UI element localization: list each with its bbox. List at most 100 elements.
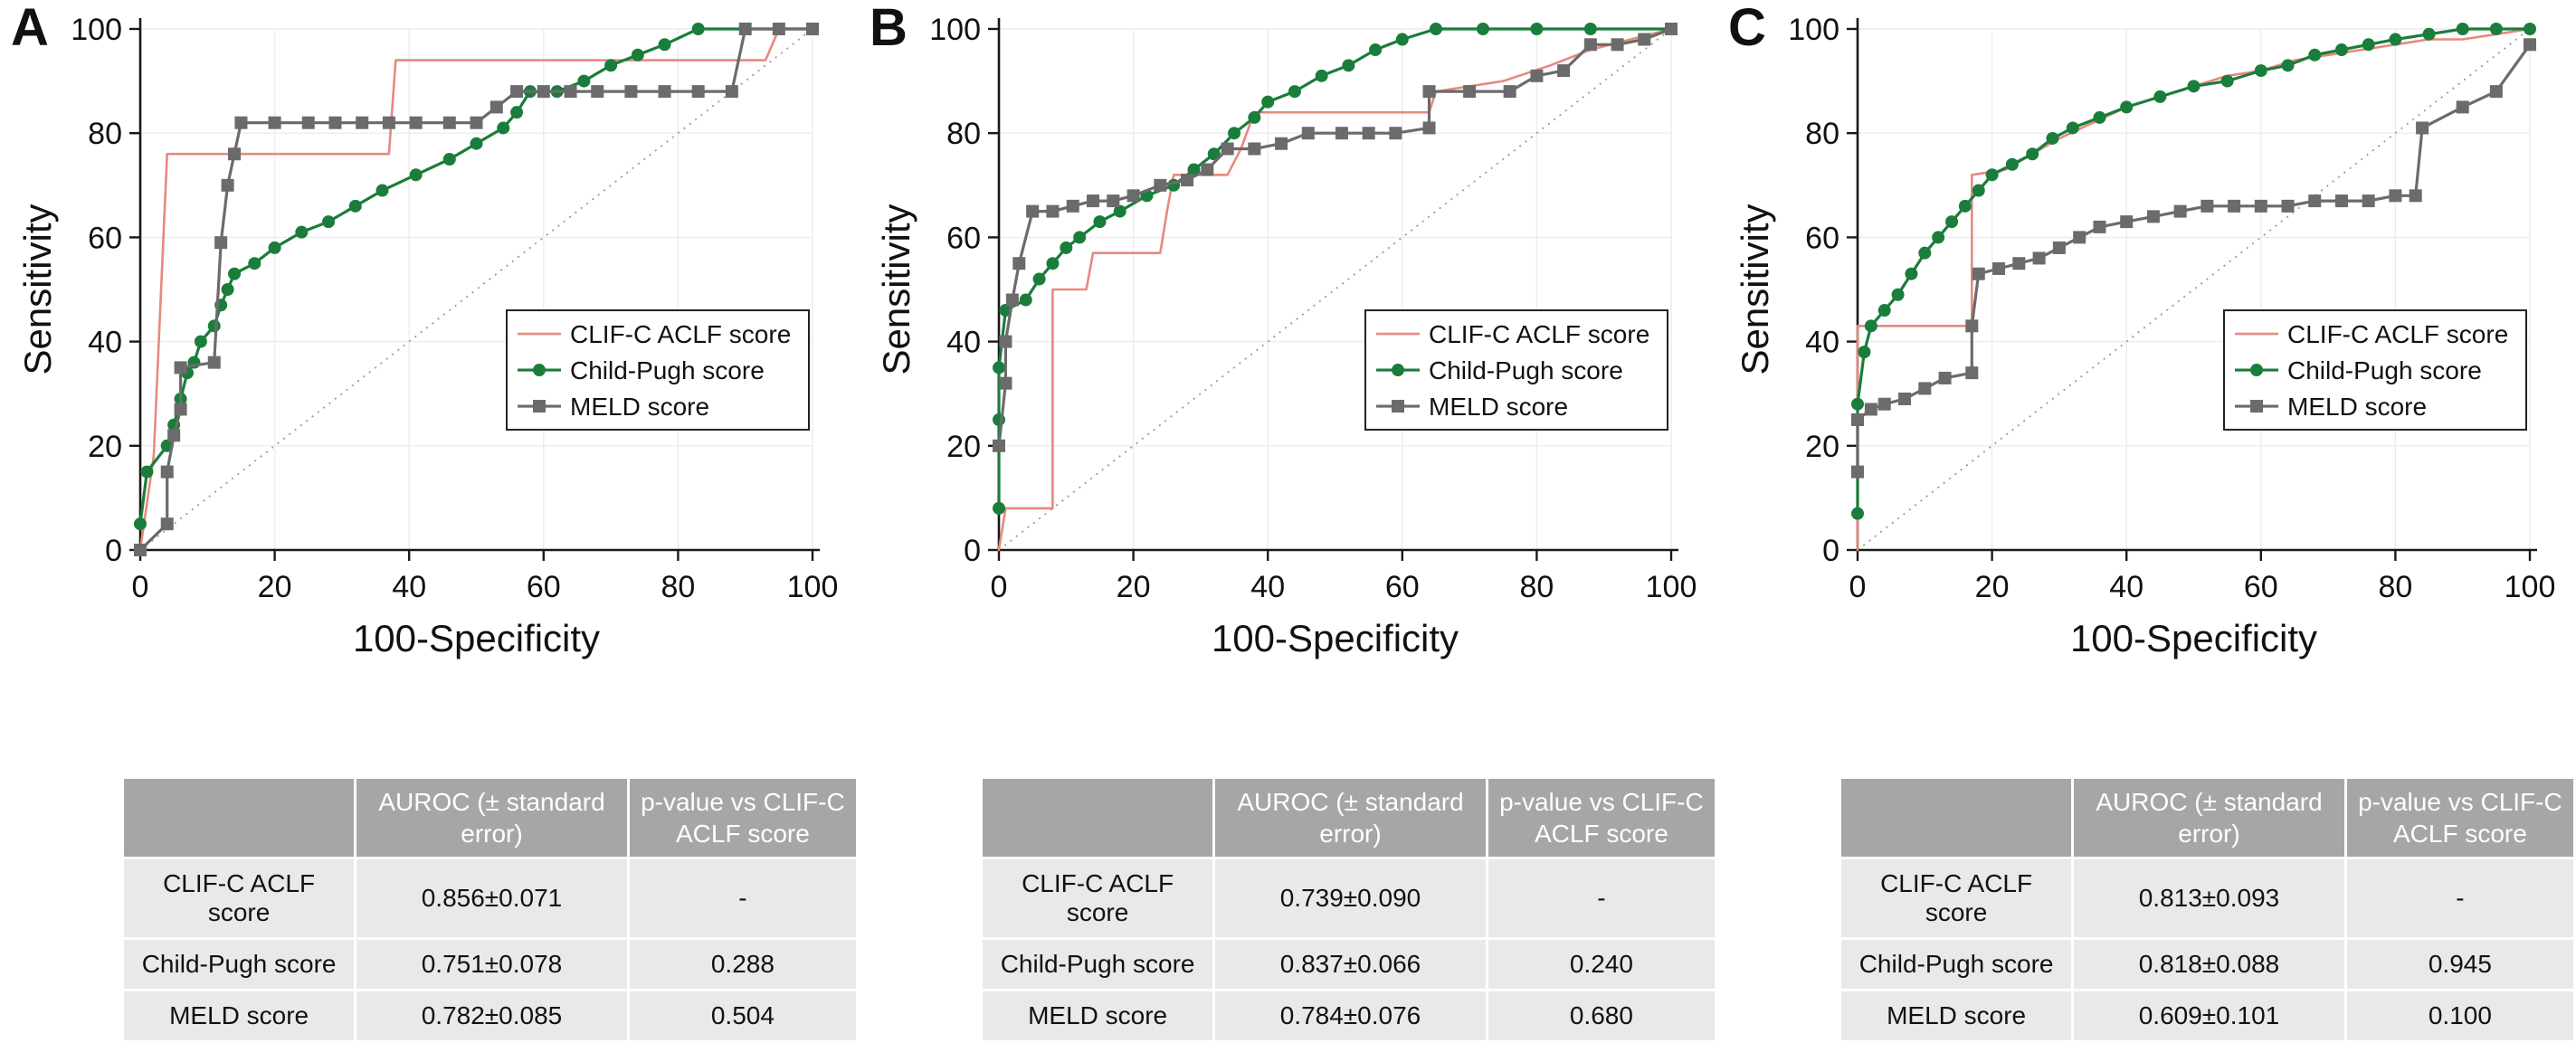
meld-score-marker xyxy=(1992,261,2006,275)
x-axis-label: 100-Specificity xyxy=(1212,617,1459,659)
child-pugh-score-marker xyxy=(221,283,234,296)
x-axis-label: 100-Specificity xyxy=(353,617,600,659)
child-pugh-score-marker xyxy=(1918,246,1932,260)
child-pugh-score-marker xyxy=(194,335,207,348)
child-pugh-score-marker xyxy=(1932,231,1945,244)
meld-score-marker xyxy=(1918,382,1932,395)
meld-score-marker xyxy=(1463,85,1477,99)
child-pugh-score-marker xyxy=(2334,43,2348,57)
y-tick-label: 0 xyxy=(105,534,122,568)
meld-score-marker xyxy=(1851,413,1864,426)
row-label-cell: Child-Pugh score xyxy=(983,940,1213,989)
meld-score-marker xyxy=(2281,199,2295,213)
x-tick-label: 100 xyxy=(2505,570,2554,604)
x-tick-label: 20 xyxy=(1117,570,1151,604)
x-tick-label: 80 xyxy=(661,570,695,604)
child-pugh-score-marker xyxy=(2153,90,2167,103)
y-axis-label: Sensitivity xyxy=(1735,204,1776,375)
child-pugh-score-marker xyxy=(1395,33,1409,46)
child-pugh-score-marker xyxy=(2066,121,2079,135)
auroc-value-cell: 0.813±0.093 xyxy=(2074,859,2344,937)
y-tick-label: 60 xyxy=(1805,221,1839,255)
meld-score-marker xyxy=(725,85,738,99)
y-tick-label: 80 xyxy=(946,117,981,151)
meld-score-marker xyxy=(1275,137,1288,150)
child-pugh-score-marker xyxy=(1851,507,1864,520)
child-pugh-score-marker xyxy=(2389,33,2402,46)
child-pugh-score-marker xyxy=(1073,231,1087,244)
child-pugh-score-marker xyxy=(2026,147,2039,161)
table-header-cell: p-value vs CLIF-C ACLF score xyxy=(1488,779,1715,857)
panel-letter: A xyxy=(11,0,49,57)
child-pugh-score-marker xyxy=(134,517,147,531)
child-pugh-score-marker xyxy=(470,137,483,150)
child-pugh-score-marker xyxy=(1905,267,1918,280)
meld-score-marker xyxy=(1335,127,1348,140)
x-tick-label: 80 xyxy=(2378,570,2412,604)
meld-score-marker xyxy=(1422,85,1436,99)
y-tick-label: 40 xyxy=(1805,326,1839,360)
child-pugh-score-marker xyxy=(510,106,524,119)
meld-score-marker xyxy=(1864,403,1877,416)
meld-score-marker xyxy=(2012,257,2026,270)
meld-score-marker xyxy=(1107,194,1120,208)
meld-score-marker xyxy=(999,335,1012,348)
meld-score-marker xyxy=(2120,215,2134,229)
legend-square-marker xyxy=(2250,400,2263,413)
child-pugh-score-marker xyxy=(1288,85,1301,99)
table-header-row: AUROC (± standard error) p-value vs CLIF-… xyxy=(1841,779,2573,857)
x-tick-label: 20 xyxy=(1975,570,2010,604)
y-axis-label: Sensitivity xyxy=(18,204,59,375)
meld-score-marker xyxy=(1898,392,1912,405)
y-tick-label: 60 xyxy=(946,221,981,255)
meld-score-marker xyxy=(1530,69,1544,82)
meld-score-marker xyxy=(1665,23,1678,35)
child-pugh-score-marker xyxy=(1369,43,1383,57)
meld-score-marker xyxy=(1066,199,1079,213)
meld-score-marker xyxy=(207,356,221,369)
child-pugh-score-marker xyxy=(658,38,671,52)
table-row: MELD score 0.609±0.101 0.100 xyxy=(1841,991,2573,1040)
meld-score-marker xyxy=(2489,85,2503,99)
meld-score-marker xyxy=(2146,210,2160,223)
meld-score-marker xyxy=(134,544,147,556)
meld-score-marker xyxy=(301,116,315,129)
meld-score-marker xyxy=(2389,189,2402,203)
meld-score-marker xyxy=(2308,194,2322,208)
table-row: CLIF-C ACLF score 0.856±0.071- xyxy=(124,859,856,937)
child-pugh-score-marker xyxy=(1864,319,1877,333)
child-pugh-score-marker xyxy=(1060,241,1073,254)
x-axis-label: 100-Specificity xyxy=(2070,617,2317,659)
p-value-cell: - xyxy=(1488,859,1715,937)
meld-score-marker xyxy=(1965,366,1979,380)
y-tick-label: 40 xyxy=(946,326,981,360)
table-header-row: AUROC (± standard error) p-value vs CLIF-… xyxy=(983,779,1715,857)
meld-score-marker xyxy=(1301,127,1315,140)
row-label-cell: Child-Pugh score xyxy=(124,940,355,989)
panel-letter: B xyxy=(870,0,908,57)
meld-score-marker xyxy=(442,116,456,129)
child-pugh-score-marker xyxy=(1429,23,1442,35)
meld-score-marker xyxy=(658,85,671,99)
diagonal-reference-line xyxy=(1857,28,2531,551)
meld-score-marker xyxy=(806,23,819,35)
table-header-row: AUROC (± standard error) p-value vs CLIF-… xyxy=(124,779,856,857)
meld-score-marker xyxy=(167,429,181,442)
x-tick-label: 0 xyxy=(991,570,1008,604)
child-pugh-score-marker xyxy=(2046,131,2059,145)
meld-score-marker xyxy=(2334,194,2348,208)
p-value-cell: 0.680 xyxy=(1488,991,1715,1040)
child-pugh-score-marker xyxy=(1958,199,1972,213)
child-pugh-score-marker xyxy=(322,215,336,229)
y-tick-label: 80 xyxy=(1805,117,1839,151)
child-pugh-score-marker xyxy=(348,199,362,213)
meld-score-marker xyxy=(510,85,524,99)
child-pugh-score-marker xyxy=(691,23,705,35)
child-pugh-score-marker xyxy=(2220,74,2234,88)
row-label-cell: CLIF-C ACLF score xyxy=(124,859,355,937)
child-pugh-score-marker xyxy=(207,319,221,333)
y-tick-label: 20 xyxy=(946,430,981,464)
meld-score-marker xyxy=(1126,189,1140,203)
row-label-cell: CLIF-C ACLF score xyxy=(1841,859,2072,937)
auroc-value-cell: 0.856±0.071 xyxy=(356,859,627,937)
